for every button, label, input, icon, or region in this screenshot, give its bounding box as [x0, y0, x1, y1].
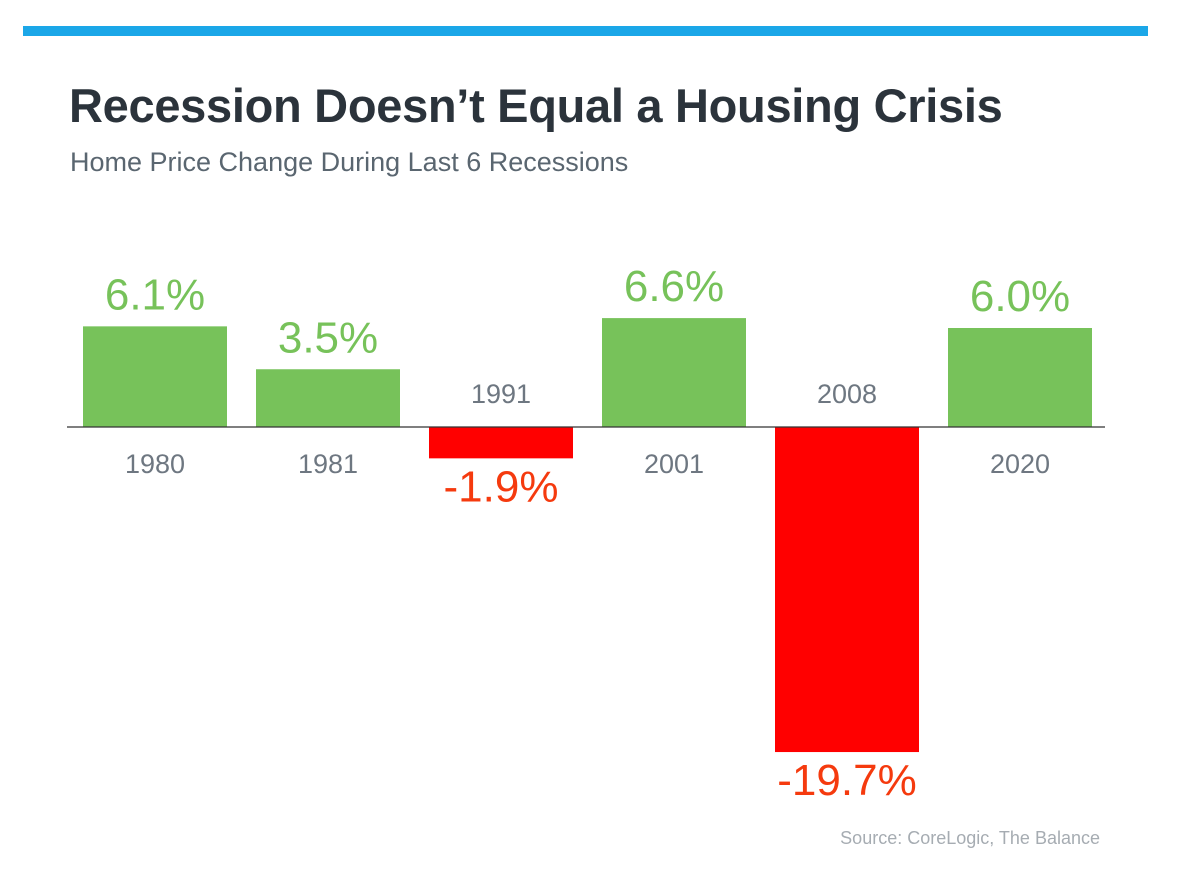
bar-1980 [83, 326, 227, 427]
top-accent-bar [23, 26, 1148, 36]
bar-2020 [948, 328, 1092, 427]
bar-1981 [256, 369, 400, 427]
data-label-2020: 6.0% [970, 272, 1070, 321]
data-label-1981: 3.5% [278, 313, 378, 362]
category-label-1980: 1980 [125, 449, 185, 479]
data-label-1980: 6.1% [105, 270, 205, 319]
source-note: Source: CoreLogic, The Balance [840, 828, 1100, 848]
chart-subtitle: Home Price Change During Last 6 Recessio… [70, 147, 629, 177]
bar-2008 [775, 427, 919, 753]
category-label-2001: 2001 [644, 449, 704, 479]
category-label-1981: 1981 [298, 449, 358, 479]
category-label-2020: 2020 [990, 449, 1050, 479]
bar-2001 [602, 318, 746, 427]
data-label-2008: -19.7% [777, 756, 916, 805]
data-label-2001: 6.6% [624, 262, 724, 311]
category-label-2008: 2008 [817, 379, 877, 409]
category-label-1991: 1991 [471, 379, 531, 409]
chart-title: Recession Doesn’t Equal a Housing Crisis [69, 79, 1003, 132]
data-label-1991: -1.9% [444, 462, 559, 511]
bar-1991 [429, 427, 573, 459]
